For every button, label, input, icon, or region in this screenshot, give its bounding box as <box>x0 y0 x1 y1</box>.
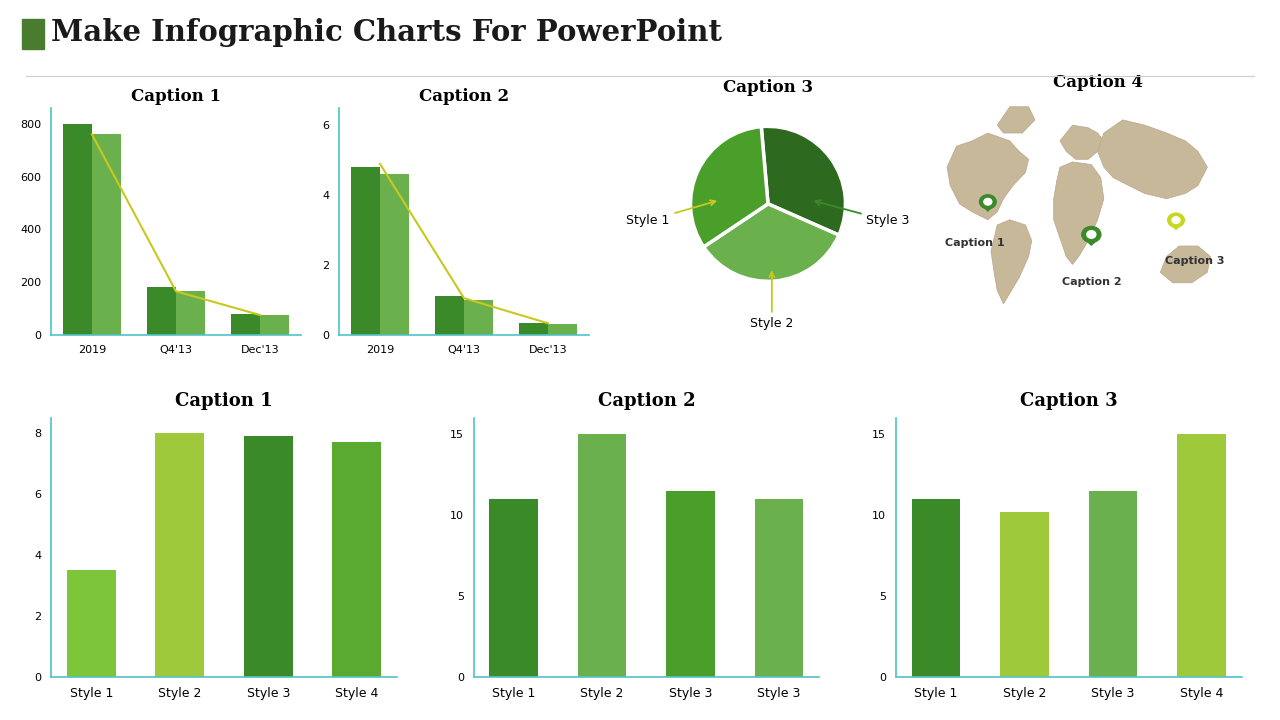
Text: Make Infographic Charts For PowerPoint: Make Infographic Charts For PowerPoint <box>51 18 722 47</box>
Bar <box>548 323 577 335</box>
Bar <box>489 498 538 677</box>
Bar <box>911 498 960 677</box>
Title: Caption 2: Caption 2 <box>419 88 509 105</box>
Polygon shape <box>1084 240 1098 246</box>
Bar <box>518 323 548 335</box>
Bar <box>1178 433 1226 677</box>
Circle shape <box>1172 217 1180 223</box>
Polygon shape <box>1060 125 1103 159</box>
Bar <box>177 292 205 335</box>
Bar <box>244 436 293 677</box>
Bar <box>755 498 804 677</box>
Polygon shape <box>1053 162 1103 264</box>
Text: Caption 1: Caption 1 <box>946 238 1005 248</box>
Title: Caption 1: Caption 1 <box>175 392 273 410</box>
Title: Caption 2: Caption 2 <box>598 392 695 410</box>
Bar <box>92 135 122 335</box>
Bar <box>230 314 260 335</box>
Text: Style 2: Style 2 <box>750 272 794 330</box>
Circle shape <box>1082 227 1101 243</box>
Title: Caption 4: Caption 4 <box>1052 73 1143 91</box>
Bar <box>1000 511 1048 677</box>
Polygon shape <box>1097 120 1207 199</box>
Polygon shape <box>1170 225 1183 230</box>
Circle shape <box>1087 230 1096 238</box>
Wedge shape <box>704 204 838 282</box>
Text: Caption 3: Caption 3 <box>1165 256 1225 266</box>
Polygon shape <box>991 220 1032 304</box>
Circle shape <box>984 199 992 205</box>
Wedge shape <box>690 127 768 247</box>
Title: Caption 3: Caption 3 <box>723 79 813 96</box>
Polygon shape <box>997 107 1036 133</box>
Bar <box>435 297 465 335</box>
Circle shape <box>979 194 996 209</box>
Bar <box>333 442 381 677</box>
Text: Style 1: Style 1 <box>626 200 716 228</box>
Polygon shape <box>1161 246 1211 283</box>
Bar <box>155 433 204 677</box>
Bar <box>260 315 289 335</box>
Polygon shape <box>947 133 1029 220</box>
Wedge shape <box>762 126 846 235</box>
Bar <box>147 287 177 335</box>
Title: Caption 1: Caption 1 <box>131 88 221 105</box>
Text: Style 3: Style 3 <box>815 200 910 228</box>
Text: Caption 2: Caption 2 <box>1061 277 1121 287</box>
Polygon shape <box>982 207 995 212</box>
Bar <box>1089 490 1138 677</box>
Bar <box>380 174 410 335</box>
Bar <box>63 124 92 335</box>
Bar <box>351 167 380 335</box>
Title: Caption 3: Caption 3 <box>1020 392 1117 410</box>
Circle shape <box>1167 213 1184 227</box>
Bar <box>667 490 716 677</box>
Bar <box>465 300 493 335</box>
Bar <box>577 433 626 677</box>
Bar <box>67 570 115 677</box>
